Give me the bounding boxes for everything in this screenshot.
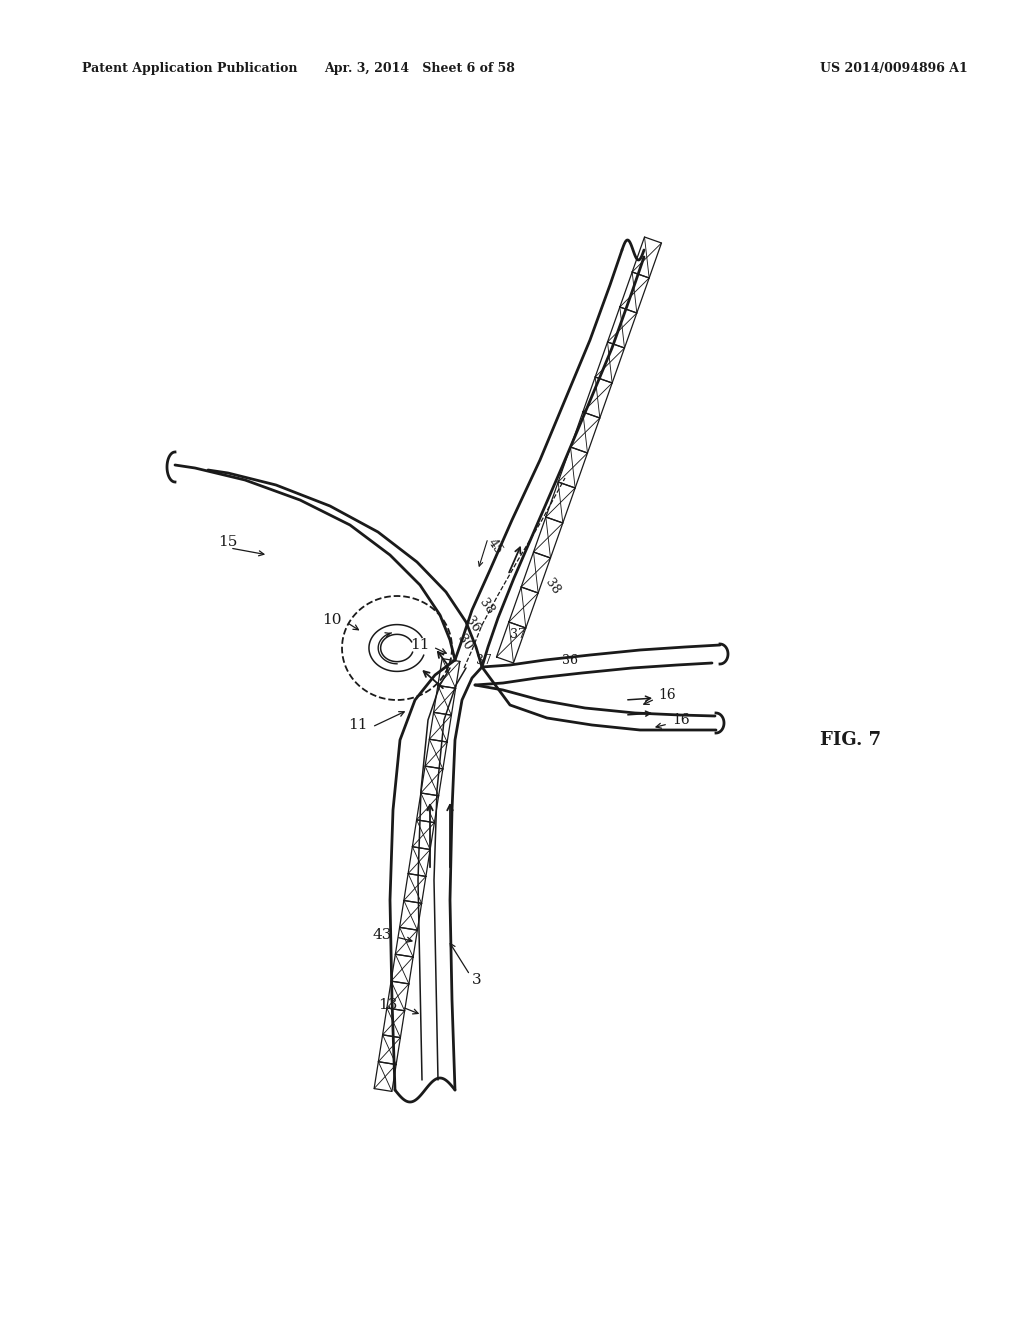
Text: Apr. 3, 2014   Sheet 6 of 58: Apr. 3, 2014 Sheet 6 of 58 — [325, 62, 515, 75]
Text: Patent Application Publication: Patent Application Publication — [82, 62, 298, 75]
Text: 36: 36 — [463, 614, 482, 635]
Text: 3: 3 — [472, 973, 481, 987]
Text: US 2014/0094896 A1: US 2014/0094896 A1 — [820, 62, 968, 75]
Text: 37: 37 — [510, 627, 526, 640]
Text: 36: 36 — [562, 653, 578, 667]
Text: 30: 30 — [455, 632, 474, 653]
Text: 16: 16 — [658, 688, 676, 702]
Text: 13: 13 — [379, 998, 398, 1012]
Text: 11: 11 — [411, 638, 430, 652]
Text: 38: 38 — [477, 597, 497, 616]
Text: 15: 15 — [218, 535, 238, 549]
Text: FIG. 7: FIG. 7 — [820, 731, 881, 748]
Text: 37: 37 — [476, 653, 492, 667]
Text: 45: 45 — [484, 536, 505, 557]
Text: 16: 16 — [672, 713, 689, 727]
Text: 11: 11 — [348, 718, 368, 733]
Text: 10: 10 — [323, 612, 342, 627]
Text: 43: 43 — [373, 928, 392, 942]
Text: 38: 38 — [543, 577, 562, 597]
